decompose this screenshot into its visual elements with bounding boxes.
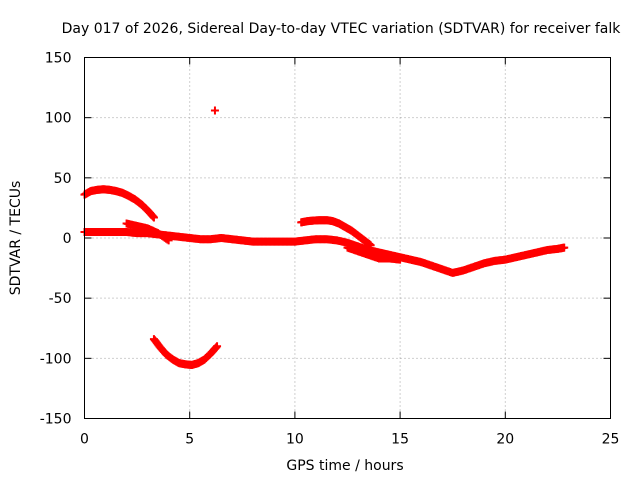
series-upper-arc-morning [80, 185, 158, 222]
series-midday-arc [297, 216, 375, 250]
y-tick-label: -150 [40, 412, 72, 428]
x-tick-labels: 0 5 10 15 20 25 [80, 432, 619, 448]
series-outlier [210, 106, 219, 115]
y-tick-labels: -150 -100 -50 0 50 100 150 [40, 51, 72, 428]
data-point [210, 106, 219, 115]
x-tick-label: 20 [496, 432, 514, 448]
y-tick-label: -100 [40, 351, 72, 367]
data-point [213, 342, 222, 351]
series-lower-arc [149, 335, 222, 369]
x-axis-label: GPS time / hours [286, 458, 403, 474]
plot-frame [84, 57, 611, 419]
data-point [560, 243, 569, 252]
series-morning-offset-band [122, 219, 173, 245]
data-point [396, 255, 405, 264]
x-tick-label: 25 [602, 432, 620, 448]
x-tick-label: 10 [286, 432, 304, 448]
x-tick-label: 5 [185, 432, 194, 448]
y-tick-label: 0 [63, 231, 72, 247]
series-afternoon-branch [343, 243, 405, 264]
y-axis-label: SDTVAR / TECUs [8, 181, 24, 296]
x-tick-label: 0 [80, 432, 89, 448]
x-tick-label: 15 [391, 432, 409, 448]
y-tick-label: 150 [45, 51, 72, 67]
y-tick-label: 100 [45, 111, 72, 127]
data-point [366, 241, 375, 250]
data-point [149, 213, 158, 222]
y-tick-label: 50 [54, 171, 72, 187]
data-point [164, 236, 173, 245]
chart-title: Day 017 of 2026, Sidereal Day-to-day VTE… [62, 21, 622, 37]
y-tick-label: -50 [49, 291, 72, 307]
data-points [80, 106, 569, 369]
